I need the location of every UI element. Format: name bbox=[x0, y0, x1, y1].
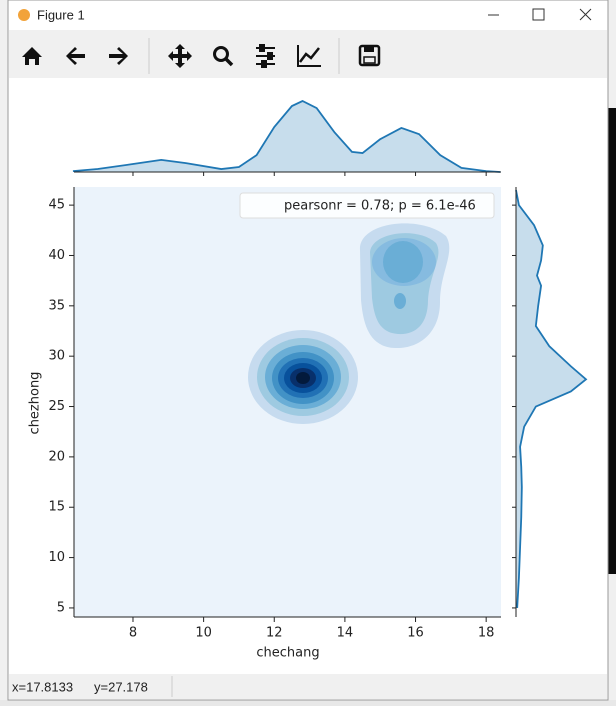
back-button[interactable] bbox=[66, 47, 85, 65]
top-marginal-density bbox=[72, 99, 501, 173]
x-tick-label: 16 bbox=[407, 626, 424, 641]
home-button[interactable] bbox=[22, 47, 42, 65]
kde-contours bbox=[248, 223, 450, 424]
axes-button[interactable] bbox=[297, 45, 321, 67]
zoom-lens bbox=[213, 46, 229, 62]
x-tick-label: 12 bbox=[266, 626, 283, 641]
y-tick-label: 35 bbox=[48, 298, 65, 313]
y-tick-label: 15 bbox=[48, 500, 65, 515]
y-tick-label: 45 bbox=[48, 198, 65, 213]
y-tick-label: 10 bbox=[48, 550, 65, 565]
y-tick-label: 40 bbox=[48, 248, 65, 263]
chart: pearsonr = 0.78; p = 6.1e-46 chechang ch… bbox=[28, 99, 588, 661]
pan-button[interactable] bbox=[168, 44, 192, 68]
save-icon-shutter bbox=[364, 46, 374, 52]
save-button[interactable] bbox=[358, 44, 381, 67]
y-tick-label: 20 bbox=[48, 449, 65, 464]
x-tick-label: 18 bbox=[478, 626, 495, 641]
title-bar bbox=[9, 1, 607, 30]
slider-knob bbox=[259, 44, 265, 52]
y-tick-label: 5 bbox=[57, 600, 65, 615]
configure-button[interactable] bbox=[256, 44, 275, 68]
status-y: y=27.178 bbox=[94, 679, 148, 694]
slider-knob bbox=[261, 60, 267, 68]
annotation-box bbox=[239, 192, 495, 219]
zoom-handle bbox=[224, 57, 234, 67]
x-tick-label: 10 bbox=[195, 626, 212, 641]
y-axis-label: chezhong bbox=[28, 372, 43, 435]
top-marginal-area bbox=[72, 101, 501, 172]
close-button[interactable] bbox=[579, 8, 592, 21]
contour bbox=[394, 293, 406, 309]
x-axis-label: chechang bbox=[256, 646, 319, 661]
axes-icon bbox=[297, 45, 321, 67]
y-tick-label: 30 bbox=[48, 349, 65, 364]
slider-knob bbox=[267, 52, 273, 60]
status-x: x=17.8133 bbox=[12, 679, 73, 694]
window-title: Figure 1 bbox=[37, 7, 85, 22]
y-tick-label: 25 bbox=[48, 399, 65, 414]
axes-icon-line bbox=[299, 47, 320, 63]
right-marginal-density bbox=[515, 189, 588, 608]
right-marginal-area bbox=[516, 190, 586, 608]
app-icon bbox=[18, 9, 30, 21]
x-tick-label: 14 bbox=[337, 626, 354, 641]
contour bbox=[383, 241, 423, 283]
background-bar bbox=[0, 700, 616, 706]
terminal-strip bbox=[608, 108, 616, 574]
status-bar bbox=[9, 674, 607, 699]
maximize-button[interactable] bbox=[532, 8, 545, 21]
save-icon-label bbox=[363, 56, 376, 64]
contour bbox=[296, 372, 310, 384]
forward-button[interactable] bbox=[109, 47, 128, 65]
x-tick-label: 8 bbox=[129, 626, 137, 641]
annotation: pearsonr = 0.78; p = 6.1e-46 bbox=[284, 199, 476, 214]
zoom-button[interactable] bbox=[213, 46, 234, 67]
